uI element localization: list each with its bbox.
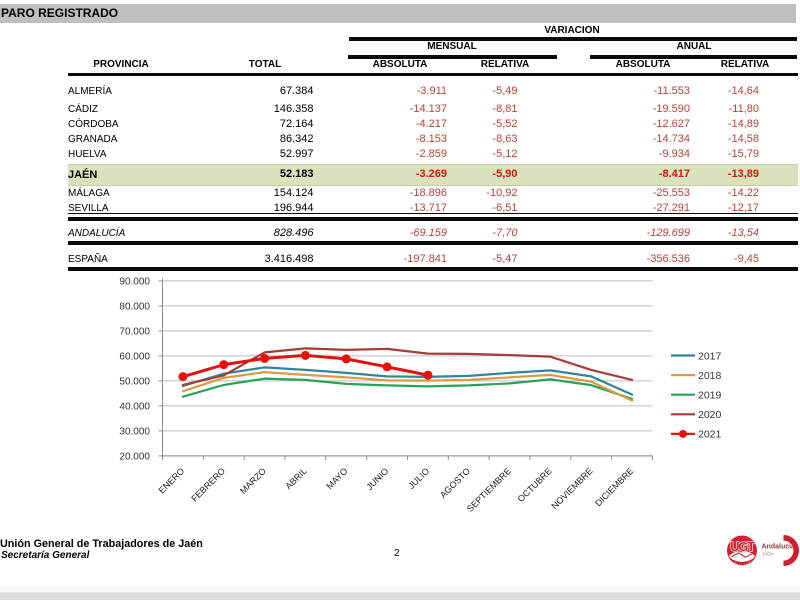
svg-text:60.000: 60.000 xyxy=(119,351,150,362)
svg-text:UGT: UGT xyxy=(730,539,755,554)
svg-text:NOVIEMBRE: NOVIEMBRE xyxy=(549,466,594,511)
svg-text:MAYO: MAYO xyxy=(324,466,349,491)
svg-text:JAÉN: JAÉN xyxy=(762,551,774,557)
svg-text:80.000: 80.000 xyxy=(119,301,150,312)
svg-text:JUNIO: JUNIO xyxy=(364,466,390,492)
svg-text:2018: 2018 xyxy=(698,370,722,382)
svg-text:2019: 2019 xyxy=(698,390,722,402)
svg-text:ABRIL: ABRIL xyxy=(283,466,308,491)
svg-text:OCTUBRE: OCTUBRE xyxy=(516,466,554,504)
svg-text:AGOSTO: AGOSTO xyxy=(438,466,472,500)
svg-text:FEBRERO: FEBRERO xyxy=(189,466,227,504)
svg-text:SEPTIEMBRE: SEPTIEMBRE xyxy=(465,466,513,514)
svg-text:2020: 2020 xyxy=(698,409,722,421)
svg-text:90.000: 90.000 xyxy=(119,276,150,287)
svg-text:20.000: 20.000 xyxy=(119,451,150,462)
svg-text:30.000: 30.000 xyxy=(119,426,150,437)
svg-text:ENERO: ENERO xyxy=(157,466,187,496)
svg-text:50.000: 50.000 xyxy=(119,376,150,387)
svg-text:DICIEMBRE: DICIEMBRE xyxy=(593,466,635,508)
svg-text:MARZO: MARZO xyxy=(238,466,268,496)
svg-text:JULIO: JULIO xyxy=(406,466,431,491)
svg-text:2017: 2017 xyxy=(698,350,722,362)
svg-text:70.000: 70.000 xyxy=(119,326,150,337)
svg-text:Andalucia: Andalucia xyxy=(762,544,796,551)
svg-text:2021: 2021 xyxy=(698,429,722,441)
svg-text:40.000: 40.000 xyxy=(119,401,150,412)
